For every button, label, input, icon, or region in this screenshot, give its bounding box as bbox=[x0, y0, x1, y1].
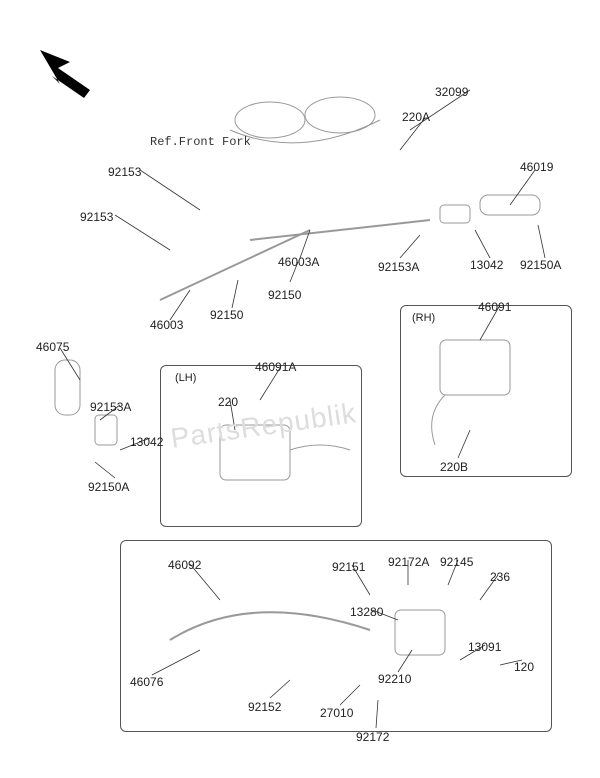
part-label: 92150A bbox=[520, 258, 561, 272]
part-label: 92210 bbox=[378, 672, 411, 686]
part-label: 32099 bbox=[435, 85, 468, 99]
part-label: 92153 bbox=[108, 165, 141, 179]
group-box-rh bbox=[400, 305, 572, 477]
part-label: 46075 bbox=[36, 340, 69, 354]
part-label: 92153A bbox=[90, 400, 131, 414]
part-label: 92172 bbox=[356, 730, 389, 744]
part-label: 92150 bbox=[268, 288, 301, 302]
part-label: 13091 bbox=[468, 640, 501, 654]
orientation-arrow bbox=[40, 50, 130, 115]
group-box-lh bbox=[160, 365, 362, 527]
part-label: 46091A bbox=[255, 360, 296, 374]
part-label: 46092 bbox=[168, 558, 201, 572]
reference-label: Ref.Front Fork bbox=[150, 135, 251, 149]
parts-diagram: Ref.Front Fork PartsRepublik (LH) (RH) 3… bbox=[0, 0, 600, 778]
part-label: 92145 bbox=[440, 555, 473, 569]
part-label: 92153 bbox=[80, 210, 113, 224]
part-label: 220 bbox=[218, 395, 238, 409]
part-label: 27010 bbox=[320, 706, 353, 720]
part-label: 46003 bbox=[150, 318, 183, 332]
group-label-lh: (LH) bbox=[175, 372, 196, 384]
part-label: 46019 bbox=[520, 160, 553, 174]
part-label: 46091 bbox=[478, 300, 511, 314]
part-label: 46076 bbox=[130, 675, 163, 689]
part-label: 92153A bbox=[378, 260, 419, 274]
group-label-rh: (RH) bbox=[412, 312, 435, 324]
part-label: 92150 bbox=[210, 308, 243, 322]
part-label: 220B bbox=[440, 460, 468, 474]
part-label: 220A bbox=[402, 110, 430, 124]
part-label: 92150A bbox=[88, 480, 129, 494]
part-label: 13280 bbox=[350, 605, 383, 619]
part-label: 92172A bbox=[388, 555, 429, 569]
part-label: 236 bbox=[490, 570, 510, 584]
part-label: 46003A bbox=[278, 255, 319, 269]
part-label: 92152 bbox=[248, 700, 281, 714]
part-label: 120 bbox=[514, 660, 534, 674]
part-label: 92151 bbox=[332, 560, 365, 574]
part-label: 13042 bbox=[470, 258, 503, 272]
part-label: 13042 bbox=[130, 435, 163, 449]
